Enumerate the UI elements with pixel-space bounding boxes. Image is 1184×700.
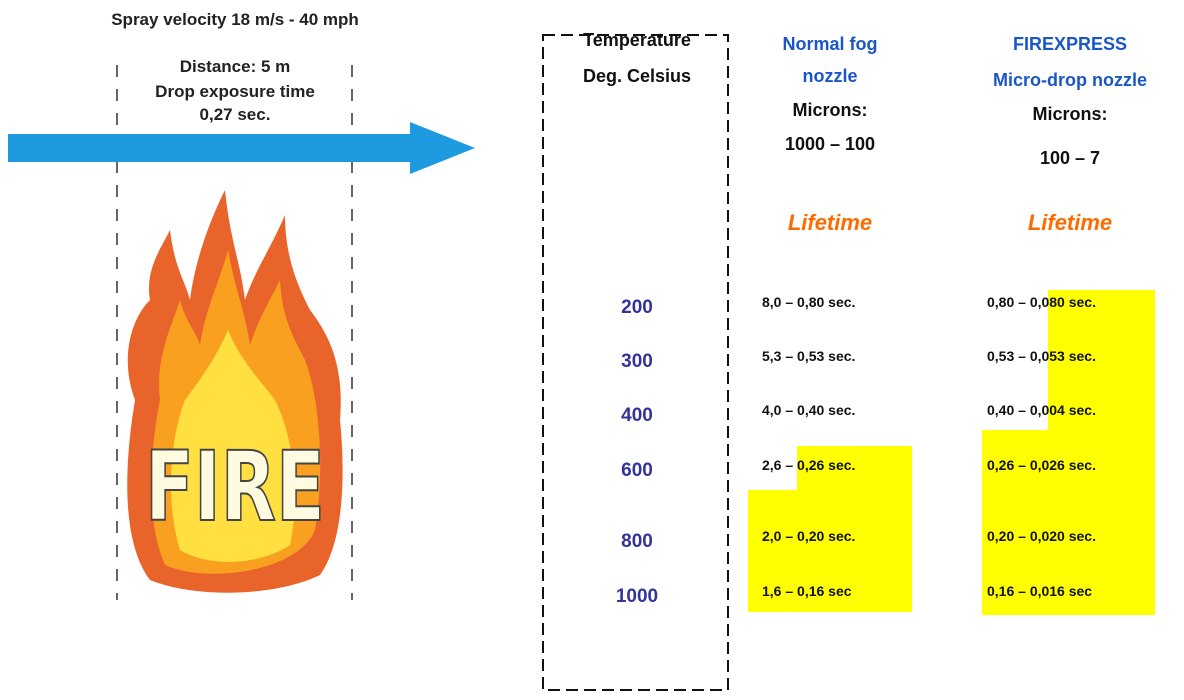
normal-header: Normal fog bbox=[782, 34, 877, 54]
temperature: 600 bbox=[621, 460, 653, 481]
normal-header: nozzle bbox=[802, 66, 857, 86]
micro-lifetime: 0,53 – 0,053 sec. bbox=[987, 348, 1096, 364]
micro-lifetime: 0,80 – 0,080 sec. bbox=[987, 294, 1096, 310]
micro-lifetime: 0,20 – 0,020 sec. bbox=[987, 528, 1096, 544]
normal-lifetime: 1,6 – 0,16 sec bbox=[762, 583, 852, 599]
micro-lifetime: 0,26 – 0,026 sec. bbox=[987, 457, 1096, 473]
micro-header: Lifetime bbox=[1028, 210, 1112, 235]
micro-header: Micro-drop nozzle bbox=[993, 70, 1147, 90]
normal-header: Microns: bbox=[792, 100, 867, 120]
temperature: 300 bbox=[621, 351, 653, 372]
diagram: Spray velocity 18 m/s - 40 mph Distance:… bbox=[0, 0, 1184, 695]
micro-header: 100 – 7 bbox=[1040, 148, 1100, 168]
temperature: 400 bbox=[621, 405, 653, 426]
micro-header: Microns: bbox=[1032, 104, 1107, 124]
normal-lifetime: 2,6 – 0,26 sec. bbox=[762, 457, 855, 473]
temperature: 1000 bbox=[616, 586, 658, 607]
micro-lifetime: 0,40 – 0,004 sec. bbox=[987, 402, 1096, 418]
temperature: 200 bbox=[621, 297, 653, 318]
normal-header: 1000 – 100 bbox=[785, 134, 875, 154]
normal-lifetime: 2,0 – 0,20 sec. bbox=[762, 528, 855, 544]
highlights bbox=[748, 290, 1155, 615]
normal-lifetime: 8,0 – 0,80 sec. bbox=[762, 294, 855, 310]
spray-arrow bbox=[8, 122, 475, 174]
fire-illustration: FIRE bbox=[127, 190, 342, 593]
temperature-header: Temperature bbox=[583, 30, 691, 50]
fire-label: FIRE bbox=[145, 431, 325, 543]
spray-velocity: Spray velocity 18 m/s - 40 mph bbox=[111, 10, 359, 29]
normal-header: Lifetime bbox=[788, 210, 872, 235]
distance: Distance: 5 m bbox=[180, 57, 291, 76]
normal-lifetime: 4,0 – 0,40 sec. bbox=[762, 402, 855, 418]
micro-lifetime: 0,16 – 0,016 sec bbox=[987, 583, 1092, 599]
temperature: 800 bbox=[621, 531, 653, 552]
micro-header: FIREXPRESS bbox=[1013, 34, 1127, 54]
exposure-label: Drop exposure time bbox=[155, 82, 315, 101]
normal-lifetime: 5,3 – 0,53 sec. bbox=[762, 348, 855, 364]
temperature-header: Deg. Celsius bbox=[583, 66, 691, 86]
exposure-time: 0,27 sec. bbox=[200, 105, 271, 124]
